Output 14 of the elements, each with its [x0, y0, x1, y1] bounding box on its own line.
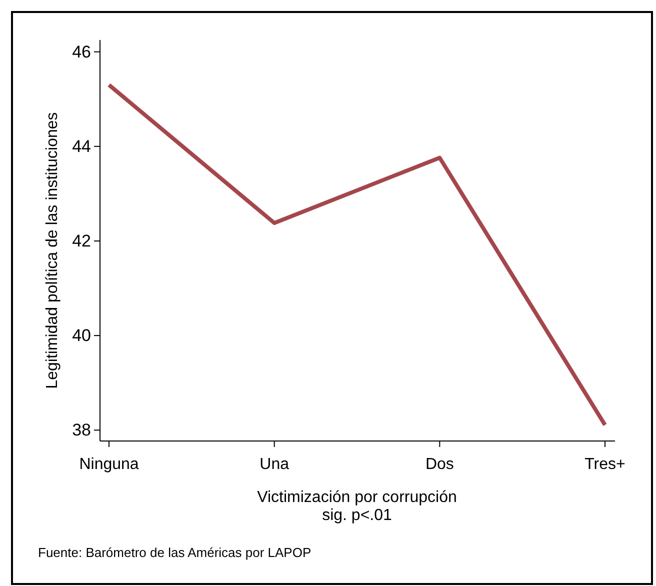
text: sig. p<.01 [322, 507, 392, 524]
y-tick-label: 42 [72, 231, 91, 250]
y-tick-label: 40 [72, 326, 91, 345]
x-tick-label: Dos [425, 456, 454, 474]
x-tick-label: Tres+ [584, 456, 626, 474]
y-tick-label: 44 [72, 136, 91, 156]
line-series [107, 82, 607, 427]
x-axis-title: Victimización por corrupción [257, 489, 457, 506]
source-note: Fuente: Barómetro de las Américas por LAPOP [38, 545, 312, 560]
y-axis-title: Legitimidad política de las instituciones [44, 112, 61, 389]
x-tick-label: Una [260, 456, 290, 474]
y-tick-label: 38 [72, 420, 91, 440]
y-tick-label: 46 [72, 42, 91, 62]
x-tick-label: Ninguna [79, 456, 139, 474]
